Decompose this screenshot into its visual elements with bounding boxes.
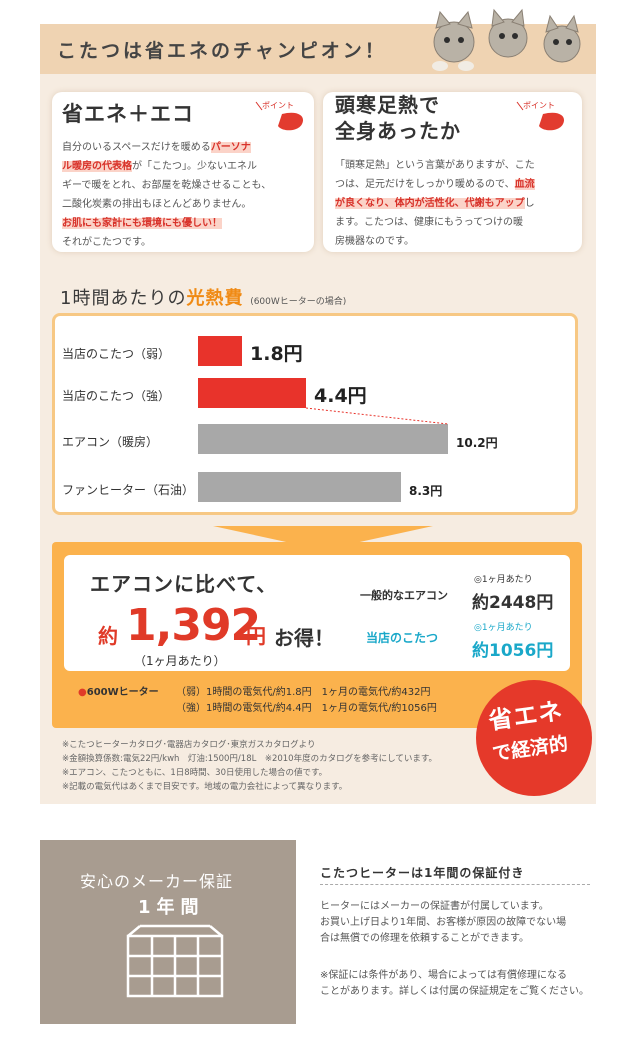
- compare-sub: （1ヶ月あたり）: [134, 654, 226, 668]
- compare-inner: [64, 555, 570, 671]
- kotatsu-label: 当店のこたつ: [366, 631, 439, 645]
- aircon-label: 一般的なエアコン: [360, 589, 448, 602]
- eco-card-title: 省エネ＋エコ: [62, 102, 194, 126]
- warm-card-body: 「頭寒足熱」という言葉がありますが、こた つは、足元だけをしっかり暖めるので、血…: [335, 160, 535, 247]
- cost-section-title: 1時間あたりの光熱費 (600Wヒーターの場合): [60, 288, 347, 309]
- warranty-text: ことがあります。詳しくは付属の保証規定をご覧ください。: [320, 986, 589, 997]
- compare-heading: エアコンに比べて、: [90, 572, 278, 596]
- page-title: こたつは省エネのチャンピオン！: [57, 40, 387, 62]
- warranty-image-title: 安心のメーカー保証: [80, 872, 234, 891]
- warranty-image: [40, 840, 296, 1024]
- heater-row-weak: （弱）1時間の電気代/約1.8円 1ヶ月の電気代/約432円: [176, 687, 431, 698]
- bar: [198, 472, 401, 502]
- bar-value-label: 1.8円: [250, 343, 303, 365]
- aircon-value: 約2448円: [472, 593, 554, 613]
- kittens-illustration: [432, 8, 581, 71]
- warranty-text: 合は無償での修理を依頼することができます。: [320, 933, 529, 944]
- compare-amount: 1,392: [126, 600, 261, 651]
- bar: [198, 378, 306, 408]
- kotatsu-value: 約1056円: [472, 641, 554, 661]
- warranty-text: お買い上げ日より1年間、お客様が原因の故障でない場: [320, 917, 567, 928]
- warranty-title: こたつヒーターは1年間の保証付き: [320, 866, 525, 880]
- aircon-period: ◎1ヶ月あたり: [474, 575, 533, 585]
- footnote: ※記載の電気代はあくまで目安です。地域の電力会社によって異なります。: [62, 782, 348, 792]
- warranty-divider: [320, 884, 590, 885]
- heater-tag: ●600Wヒーター: [78, 687, 159, 698]
- bar-label: ファンヒーター（石油）: [62, 483, 195, 497]
- footnote: ※こたつヒーターカタログ･電器店カタログ･東京ガスカタログより: [62, 740, 316, 750]
- eco-badge: [476, 680, 592, 796]
- kotatsu-period: ◎1ヶ月あたり: [474, 623, 533, 633]
- bar-value-label: 10.2円: [456, 436, 498, 450]
- warranty-text: ヒーターにはメーカーの保証書が付属しています。: [320, 901, 549, 912]
- bar-value-label: 8.3円: [409, 484, 443, 498]
- footnote: ※エアコン、こたつともに、1日8時間、30日使用した場合の値です。: [62, 768, 328, 778]
- bar-value-label: 4.4円: [314, 385, 367, 407]
- eco-card-body: 自分のいるスペースだけを暖めるパーソナ ル暖房の代表格が「こたつ」。少ないエネル…: [62, 142, 272, 248]
- point-badge-label: ポイント: [523, 101, 555, 110]
- compare-yen: 円: [246, 624, 266, 648]
- bar-label: エアコン（暖房）: [62, 435, 159, 449]
- point-badge-label: ポイント: [262, 101, 294, 110]
- compare-approx: 約: [98, 624, 118, 648]
- bar: [198, 336, 242, 366]
- bar: [198, 424, 448, 454]
- bar-label: 当店のこたつ（弱）: [62, 347, 171, 361]
- warranty-text: ※保証には条件があり、場合によっては有償修理になる: [320, 970, 567, 981]
- footnote: ※金額換算係数:電気22円/kwh 灯油:1500円/18L ※2010年度のカ…: [62, 754, 437, 764]
- warm-card: 頭寒足熱で 全身あったか ポイント 「頭寒足熱」という言葉がありますが、こた つ…: [323, 92, 582, 252]
- warranty-image-years: 1年間: [138, 897, 205, 918]
- warm-card-title: 頭寒足熱で 全身あったか: [335, 93, 461, 143]
- heater-icon: [126, 924, 224, 998]
- compare-otoku: お得！: [274, 626, 334, 650]
- eco-card: 省エネ＋エコ ポイント 自分のいるスペースだけを暖めるパーソナ ル暖房の代表格が…: [52, 92, 314, 252]
- point-badge-icon: ポイント: [516, 101, 565, 131]
- point-badge-icon: ポイント: [255, 101, 304, 131]
- bar-label: 当店のこたつ（強）: [62, 389, 171, 403]
- heater-row-strong: （強）1時間の電気代/約4.4円 1ヶ月の電気代/約1056円: [176, 703, 437, 714]
